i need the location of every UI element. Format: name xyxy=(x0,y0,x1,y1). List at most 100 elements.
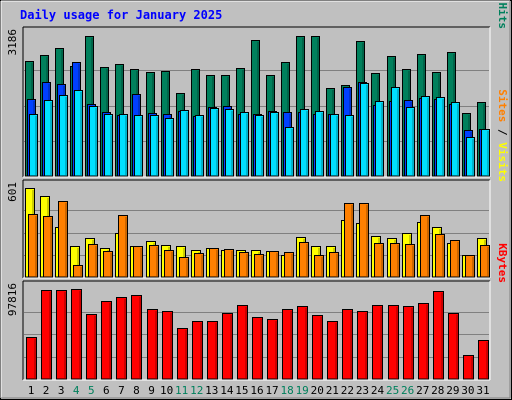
y-max-label: 3186 xyxy=(6,29,19,56)
bar-pages-day-13 xyxy=(210,108,219,177)
bar-sites-day-15 xyxy=(239,252,249,278)
bar-kbytes-day-13 xyxy=(207,321,218,380)
x-tick-label: 7 xyxy=(118,384,125,397)
bar-sites-day-14 xyxy=(224,249,234,278)
x-tick-label: 14 xyxy=(220,384,234,397)
bar-kbytes-day-4 xyxy=(71,289,82,380)
bar-sites-day-8 xyxy=(133,246,143,278)
bar-pages-day-6 xyxy=(104,114,113,177)
x-tick-label: 15 xyxy=(235,384,248,397)
bar-sites-day-5 xyxy=(88,244,98,278)
bar-pages-day-30 xyxy=(466,137,475,177)
bar-pages-day-15 xyxy=(240,112,249,177)
bar-sites-day-26 xyxy=(405,244,415,278)
bar-sites-day-25 xyxy=(390,243,400,278)
bar-pages-day-11 xyxy=(180,110,189,177)
x-tick-label: 26 xyxy=(401,384,414,397)
x-tick-label: 19 xyxy=(296,384,309,397)
bar-sites-day-23 xyxy=(359,203,369,278)
bar-pages-day-14 xyxy=(225,109,234,177)
bar-sites-day-18 xyxy=(284,252,294,278)
x-tick-label: 10 xyxy=(160,384,173,397)
bar-kbytes-day-25 xyxy=(388,305,399,380)
x-tick-label: 8 xyxy=(133,384,140,397)
bar-sites-day-30 xyxy=(465,255,475,278)
x-tick-label: 27 xyxy=(416,384,429,397)
bar-sites-day-31 xyxy=(480,245,490,278)
y-max-label: 601 xyxy=(6,182,19,202)
bar-pages-day-26 xyxy=(406,107,415,177)
x-tick-label: 4 xyxy=(73,384,80,397)
panel-hits-files-pages: 3186 Pages / Files / Hits xyxy=(6,0,509,178)
bar-pages-day-10 xyxy=(165,118,174,177)
bar-sites-day-13 xyxy=(209,248,219,278)
x-tick-label: 6 xyxy=(103,384,110,397)
bar-kbytes-day-26 xyxy=(403,306,414,380)
bar-pages-day-12 xyxy=(195,115,204,177)
x-tick-label: 30 xyxy=(461,384,474,397)
bar-sites-day-28 xyxy=(435,234,445,278)
bar-pages-day-28 xyxy=(436,97,445,177)
x-tick-label: 16 xyxy=(250,384,263,397)
bar-kbytes-day-16 xyxy=(252,317,263,380)
panel-kbytes: 97816 KBytes xyxy=(6,243,509,381)
bar-kbytes-day-8 xyxy=(131,295,142,380)
bar-pages-day-23 xyxy=(360,83,369,177)
bar-kbytes-day-9 xyxy=(147,309,158,380)
bar-kbytes-day-11 xyxy=(177,328,188,380)
bar-sites-day-4 xyxy=(73,265,83,278)
bar-sites-day-9 xyxy=(149,245,159,278)
bar-pages-day-2 xyxy=(44,100,53,177)
x-tick-label: 31 xyxy=(476,384,489,397)
x-tick-label: 13 xyxy=(205,384,218,397)
bar-pages-day-1 xyxy=(29,114,38,177)
right-axis-label-sites: Sites xyxy=(496,89,509,122)
series-sites xyxy=(28,201,490,278)
bar-kbytes-day-23 xyxy=(357,311,368,380)
bar-pages-day-21 xyxy=(330,114,339,177)
x-tick-label: 5 xyxy=(88,384,95,397)
bar-sites-day-16 xyxy=(254,254,264,278)
right-axis-label: Pages / Files / Hits xyxy=(496,0,509,29)
bar-pages-day-27 xyxy=(421,96,430,177)
bar-sites-day-19 xyxy=(299,242,309,278)
bar-sites-day-21 xyxy=(329,252,339,278)
bar-kbytes-day-12 xyxy=(192,321,203,380)
right-axis-label-hits: Hits xyxy=(496,3,509,30)
bar-pages-day-20 xyxy=(315,111,324,177)
x-tick-label: 3 xyxy=(58,384,65,397)
x-tick-label: 23 xyxy=(356,384,369,397)
bar-kbytes-day-6 xyxy=(101,301,112,380)
bar-kbytes-day-1 xyxy=(26,337,37,380)
bar-kbytes-day-29 xyxy=(448,313,459,380)
bar-sites-day-29 xyxy=(450,240,460,278)
bar-kbytes-day-21 xyxy=(327,321,338,380)
right-axis-label: KBytes xyxy=(496,243,509,283)
x-tick-label: 28 xyxy=(431,384,444,397)
x-tick-label: 18 xyxy=(281,384,294,397)
bar-sites-day-11 xyxy=(179,257,189,278)
x-tick-label: 11 xyxy=(175,384,188,397)
bar-pages-day-24 xyxy=(375,101,384,177)
bar-sites-day-20 xyxy=(314,255,324,278)
bar-kbytes-day-10 xyxy=(162,311,173,380)
bar-pages-day-18 xyxy=(285,127,294,177)
bar-kbytes-day-18 xyxy=(282,309,293,380)
bar-sites-day-6 xyxy=(103,251,113,278)
bar-pages-day-29 xyxy=(451,102,460,177)
right-axis-separator: / xyxy=(496,122,509,142)
series-kbytes xyxy=(26,289,489,380)
series-pages xyxy=(29,83,490,177)
bar-sites-day-3 xyxy=(58,201,68,278)
right-axis-label-kbytes: KBytes xyxy=(496,243,509,283)
bar-sites-day-27 xyxy=(420,215,430,278)
x-tick-label: 24 xyxy=(371,384,385,397)
bar-kbytes-day-22 xyxy=(342,309,353,380)
bar-pages-day-25 xyxy=(391,87,400,177)
bar-sites-day-22 xyxy=(344,203,354,278)
bar-pages-day-8 xyxy=(134,115,143,177)
bar-pages-day-22 xyxy=(345,115,354,177)
bar-kbytes-day-24 xyxy=(372,305,383,380)
bar-sites-day-17 xyxy=(269,251,279,278)
